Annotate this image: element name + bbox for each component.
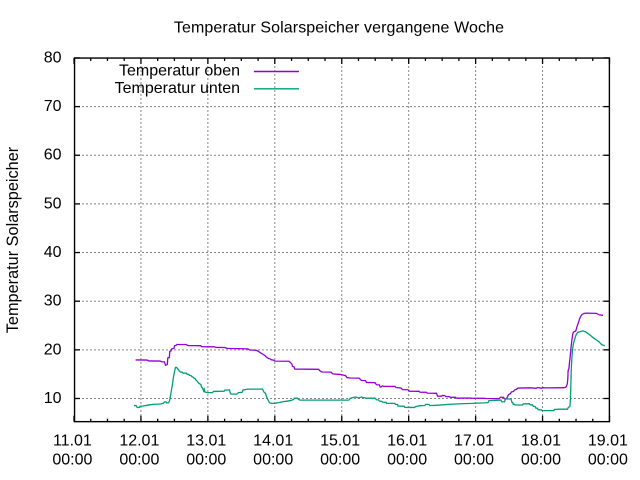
svg-text:Temperatur Solarspeicher: Temperatur Solarspeicher <box>4 146 22 333</box>
svg-text:00:00: 00:00 <box>588 452 628 469</box>
svg-text:18.01: 18.01 <box>521 432 561 449</box>
svg-text:70: 70 <box>44 98 62 115</box>
svg-text:60: 60 <box>44 147 62 164</box>
svg-text:Temperatur unten: Temperatur unten <box>115 80 240 97</box>
svg-text:12.01: 12.01 <box>119 432 159 449</box>
svg-text:00:00: 00:00 <box>119 452 159 469</box>
svg-text:00:00: 00:00 <box>186 452 226 469</box>
svg-text:13.01: 13.01 <box>186 432 226 449</box>
svg-text:10: 10 <box>44 390 62 407</box>
svg-text:40: 40 <box>44 244 62 261</box>
svg-text:15.01: 15.01 <box>320 432 360 449</box>
svg-text:Temperatur oben: Temperatur oben <box>119 63 240 80</box>
svg-text:16.01: 16.01 <box>387 432 427 449</box>
svg-text:11.01: 11.01 <box>53 432 92 449</box>
svg-text:00:00: 00:00 <box>454 452 494 469</box>
svg-text:00:00: 00:00 <box>387 452 427 469</box>
svg-text:00:00: 00:00 <box>52 452 92 469</box>
svg-text:00:00: 00:00 <box>521 452 561 469</box>
svg-text:17.01: 17.01 <box>454 432 494 449</box>
svg-text:19.01: 19.01 <box>588 432 628 449</box>
svg-text:50: 50 <box>44 195 62 212</box>
svg-text:80: 80 <box>44 49 62 66</box>
svg-text:Temperatur Solarspeicher verga: Temperatur Solarspeicher vergangene Woch… <box>174 19 504 36</box>
svg-text:30: 30 <box>44 293 62 310</box>
svg-text:00:00: 00:00 <box>253 452 293 469</box>
svg-text:14.01: 14.01 <box>253 432 293 449</box>
svg-text:00:00: 00:00 <box>320 452 360 469</box>
svg-text:20: 20 <box>44 341 62 358</box>
